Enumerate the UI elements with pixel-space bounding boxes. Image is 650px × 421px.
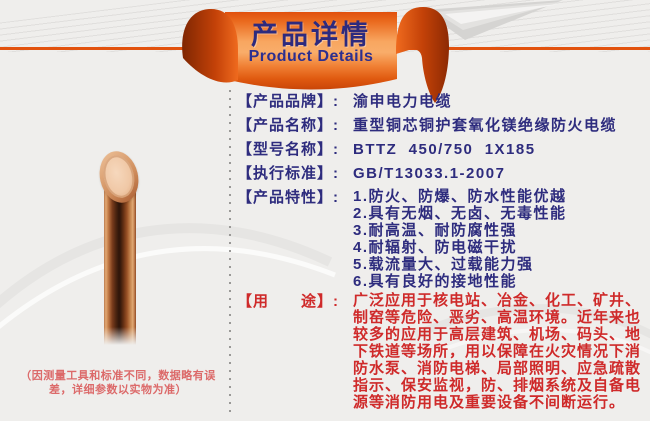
detail-value-usage: 广泛应用于核电站、冶金、化工、矿井、制窑等危险、恶劣、高温环境。近年来也较多的应… bbox=[353, 292, 642, 411]
detail-row-name: 【产品名称】: 重型铜芯铜护套氧化镁绝缘防火电缆 bbox=[237, 116, 647, 135]
page-subtitle: Product Details bbox=[248, 48, 374, 65]
detail-row-usage: 【用 途】: 广泛应用于核电站、冶金、化工、矿井、制窑等危险、恶劣、高温环境。近… bbox=[237, 292, 647, 411]
detail-row-model: 【型号名称】: BTTZ 450/750 1X185 bbox=[237, 140, 647, 159]
dotted-divider bbox=[229, 90, 231, 412]
detail-value-standard: GB/T13033.1-2007 bbox=[353, 165, 506, 182]
detail-value-name: 重型铜芯铜护套氧化镁绝缘防火电缆 bbox=[353, 117, 618, 134]
product-details-list: 【产品品牌】: 渝申电力电缆 【产品名称】: 重型铜芯铜护套氧化镁绝缘防火电缆 … bbox=[237, 92, 647, 416]
banner-ribbon bbox=[182, 0, 563, 103]
ribbon-right-roll bbox=[396, 7, 449, 103]
page-title: 产品详情 bbox=[251, 20, 371, 50]
ribbon-left-roll bbox=[182, 9, 238, 83]
detail-label-usage: 【用 途】: bbox=[237, 293, 339, 310]
disclaimer-caption: （因测量工具和标准不同，数据略有误差，详细参数以实物为准） bbox=[20, 370, 216, 396]
detail-label-model: 【型号名称】: bbox=[237, 141, 339, 158]
detail-label-features: 【产品特性】: bbox=[237, 189, 339, 206]
detail-label-name: 【产品名称】: bbox=[237, 117, 339, 134]
detail-value-model: BTTZ 450/750 1X185 bbox=[353, 141, 536, 158]
detail-value-features: 1.防火、防爆、防水性能优越 2.具有无烟、无卤、无毒性能 3.耐高温、耐防腐性… bbox=[353, 188, 567, 290]
ribbon-band bbox=[225, 12, 397, 90]
cable-body bbox=[104, 190, 136, 347]
detail-row-standard: 【执行标准】: GB/T13033.1-2007 bbox=[237, 164, 647, 183]
detail-label-brand: 【产品品牌】: bbox=[237, 93, 339, 110]
detail-label-standard: 【执行标准】: bbox=[237, 165, 339, 182]
detail-row-features: 【产品特性】: 1.防火、防爆、防水性能优越 2.具有无烟、无卤、无毒性能 3.… bbox=[237, 188, 647, 290]
detail-value-brand: 渝申电力电缆 bbox=[353, 93, 453, 110]
detail-row-brand: 【产品品牌】: 渝申电力电缆 bbox=[237, 92, 647, 111]
